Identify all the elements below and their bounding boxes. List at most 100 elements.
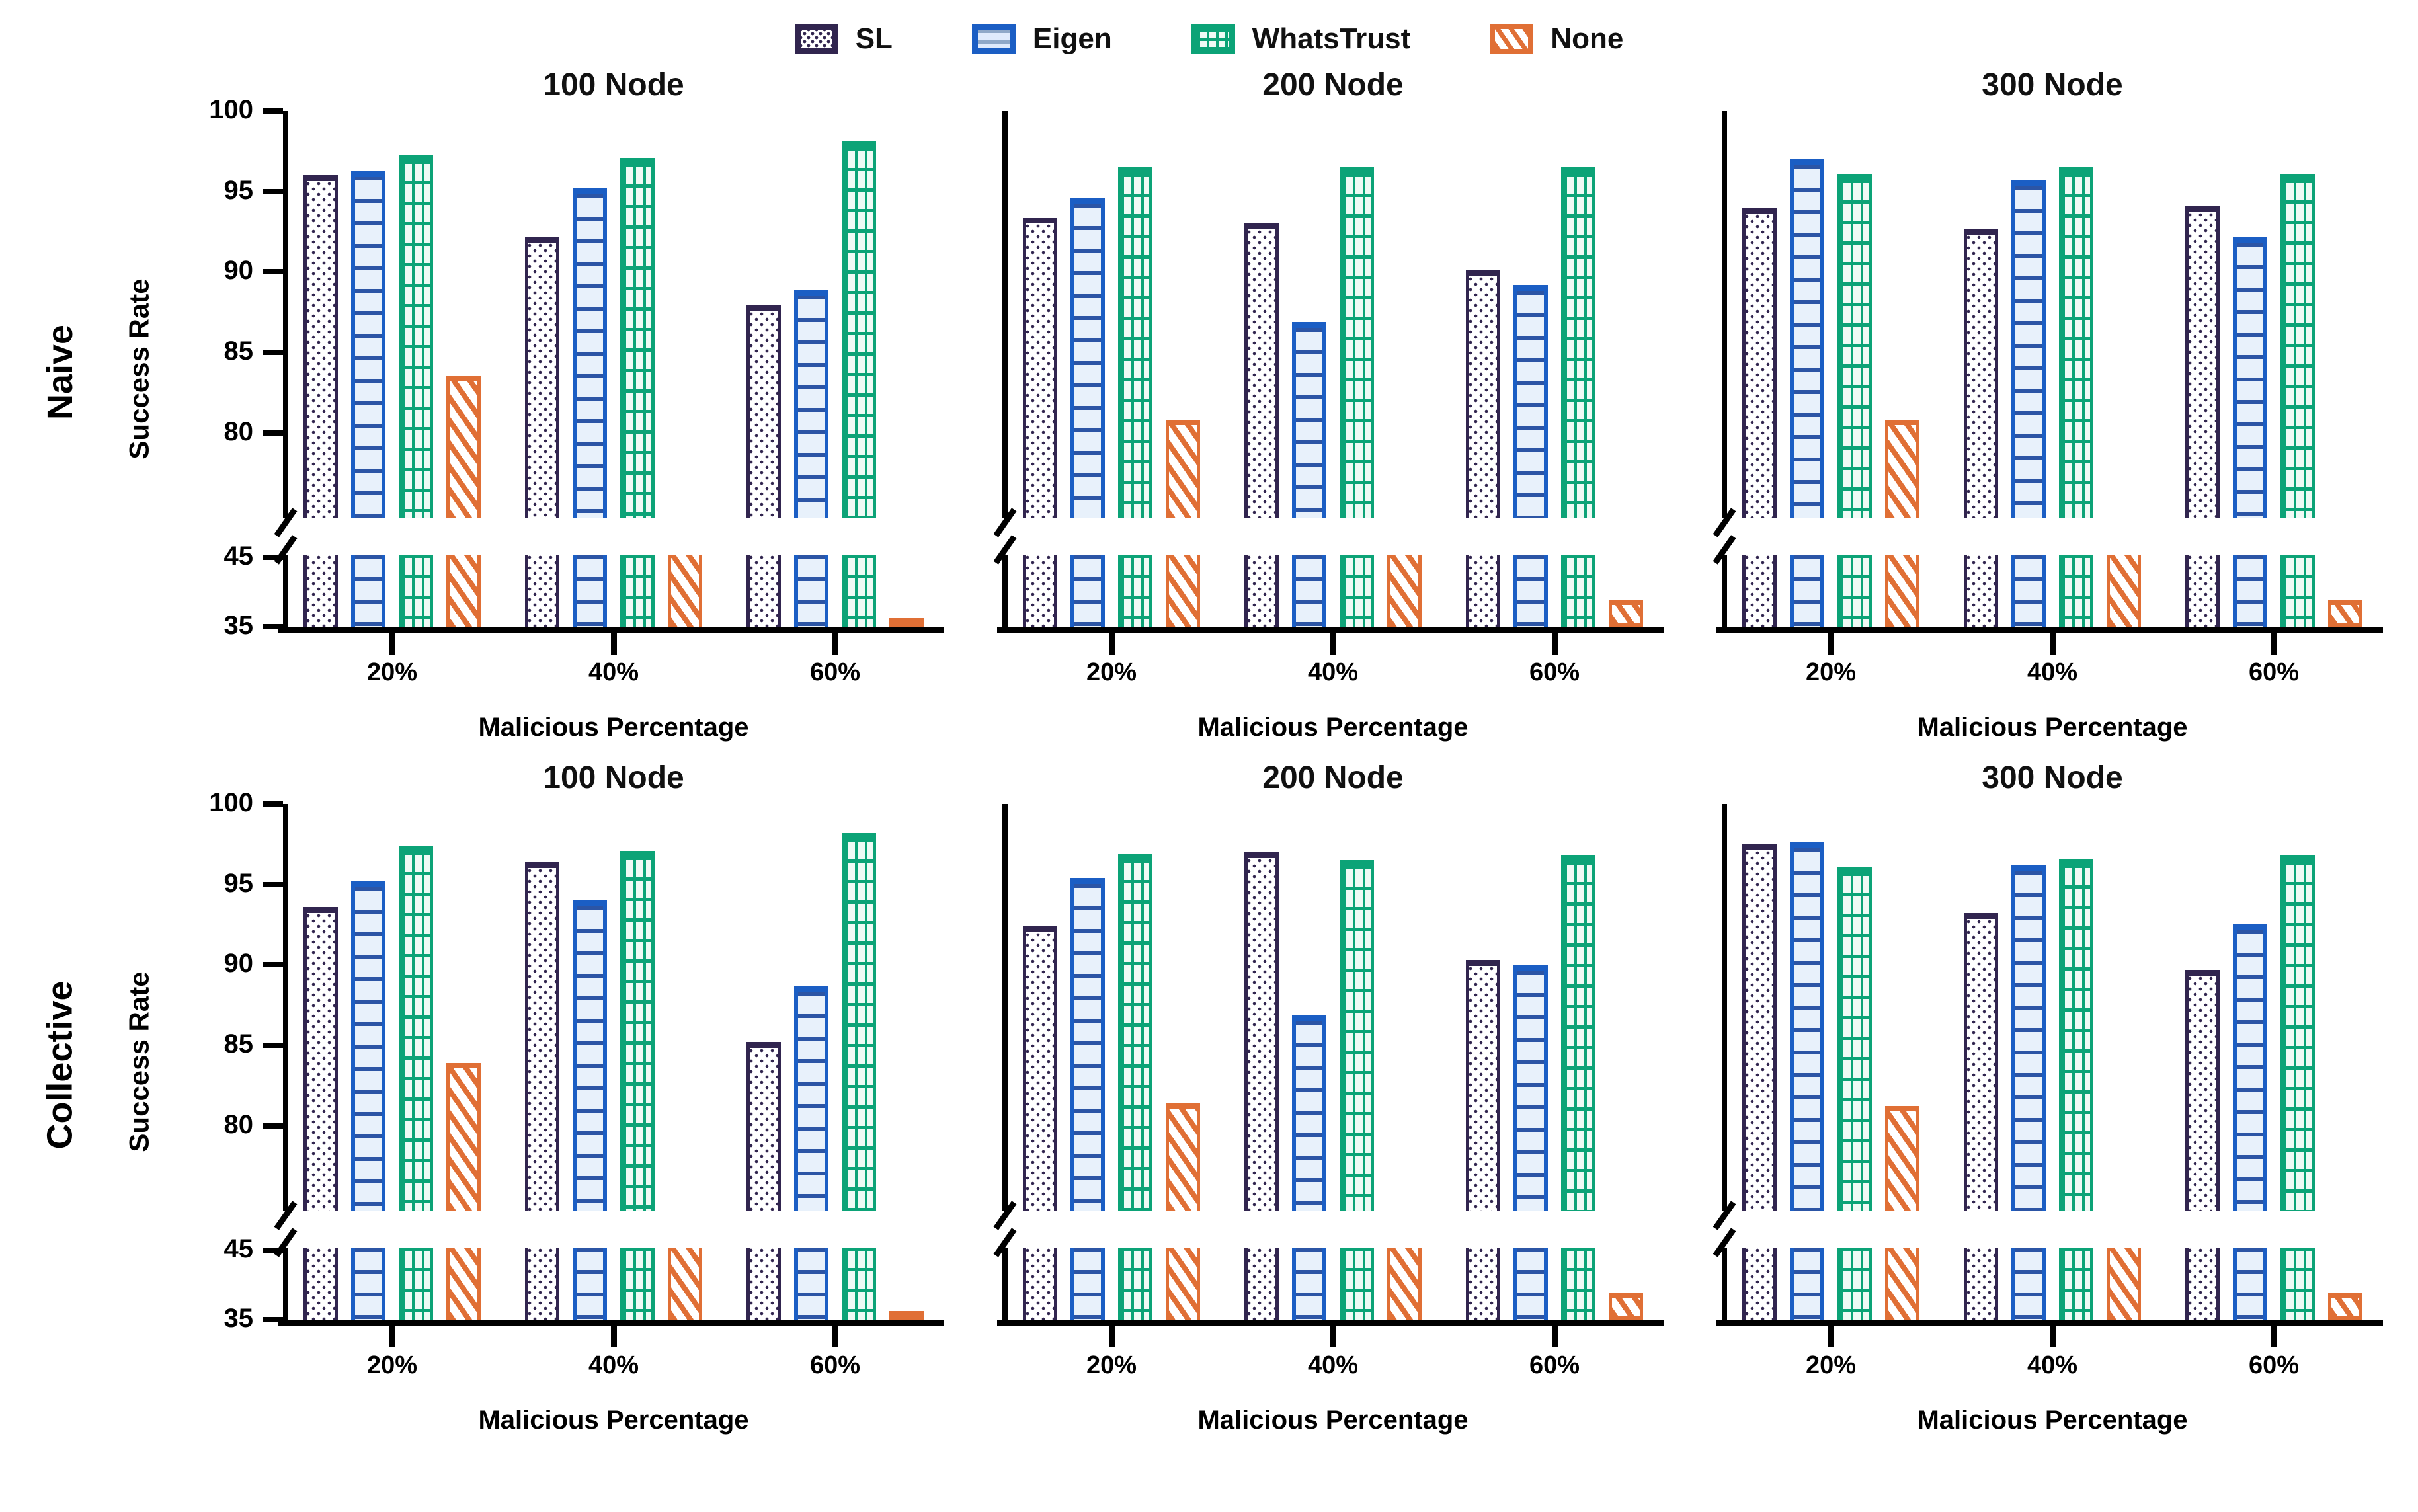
bar-none-60pct (889, 1311, 924, 1320)
y-tick-100 (263, 108, 283, 114)
x-tick-label-40pct: 40% (1307, 658, 1359, 686)
bar-none-60pct (2328, 600, 2362, 627)
bar-eigen-20pct-upper (351, 881, 385, 1211)
chart-panel-naive-200-node: 200 Node 20% 40% 60% Malicious Percentage (993, 65, 1664, 752)
bar-eigen-40pct-lower (1292, 1248, 1326, 1320)
lower-axis-segment: 45 35 (224, 1228, 944, 1333)
bar-whatstrust-20pct-upper (1118, 854, 1152, 1211)
bar-sl-40pct-upper (1244, 852, 1279, 1211)
y-tick-label-80: 80 (223, 1109, 254, 1139)
bar-whatstrust-40pct-upper (1340, 860, 1374, 1211)
x-tick-40pct (2050, 633, 2056, 655)
bar-sl-60pct-lower (2185, 555, 2220, 627)
x-tick-label-40pct: 40% (588, 1351, 639, 1379)
x-tick-label-60pct: 60% (809, 1351, 861, 1379)
bar-eigen-60pct-lower (2233, 555, 2267, 627)
chart-panel-collective-300-node: 300 Node 20% 40% 60% Malicious Percentage (1713, 758, 2383, 1445)
bar-whatstrust-40pct-upper (2059, 858, 2093, 1211)
y-tick-label-80: 80 (223, 417, 254, 446)
none-pattern-swatch-icon (1490, 24, 1534, 54)
panel-title-200-node: 200 Node (1262, 67, 1404, 102)
bar-sl-60pct-lower (1466, 1248, 1500, 1320)
y-tick-label-95: 95 (223, 868, 254, 898)
bar-eigen-60pct-upper (1513, 284, 1548, 518)
y-axis-spine-upper (1002, 111, 1008, 518)
bar-sl-60pct-lower (746, 1248, 781, 1320)
bar-whatstrust-20pct-upper (1118, 167, 1152, 518)
bar-sl-20pct-lower (1023, 555, 1057, 627)
bar-whatstrust-20pct-upper (1837, 866, 1872, 1211)
lower-axis-segment (1713, 535, 2383, 627)
plot-area (1713, 111, 2383, 627)
bar-none-20pct-upper (1885, 1106, 1919, 1211)
bar-sl-60pct-lower (746, 555, 781, 627)
x-tick-label-20pct: 20% (366, 658, 418, 686)
bar-whatstrust-20pct-lower (399, 555, 433, 627)
bar-eigen-40pct-upper (1292, 1014, 1326, 1211)
legend-item-eigen: Eigen (971, 22, 1112, 56)
x-axis-title: Malicious Percentage (478, 713, 749, 742)
bar-whatstrust-40pct-lower (2059, 555, 2093, 627)
bar-eigen-20pct-upper (1790, 159, 1824, 518)
upper-axis-segment (1713, 804, 2383, 1230)
bar-none-20pct-upper (446, 376, 481, 518)
x-axis-title: Malicious Percentage (1917, 1406, 2188, 1435)
bar-whatstrust-60pct-lower (842, 555, 876, 627)
y-tick-label-100: 100 (209, 788, 253, 817)
bar-eigen-60pct-upper (2233, 236, 2267, 518)
y-axis-spine-lower (1002, 1248, 1008, 1320)
bar-none-20pct-upper (1885, 420, 1919, 518)
bar-eigen-40pct-lower (2011, 1248, 2046, 1320)
bar-eigen-20pct-lower (351, 555, 385, 627)
plot-area: 100 95 90 85 80 45 35 Success Rate (124, 788, 944, 1333)
y-axis-spine-upper (283, 111, 288, 518)
x-tick-label-20pct: 20% (1086, 1351, 1137, 1379)
legend-label-sl: SL (855, 22, 893, 55)
bar-whatstrust-20pct-lower (1118, 555, 1152, 627)
chart-panel-collective-100-node: 100 Node 100 95 90 85 80 45 35 Success Rate 20% 40… (124, 758, 944, 1445)
panel-title-300-node: 300 Node (1982, 67, 2123, 102)
bar-none-60pct (2328, 1293, 2362, 1320)
bar-eigen-60pct-lower (1513, 555, 1548, 627)
y-axis-spine-upper (283, 804, 288, 1211)
x-tick-label-60pct: 60% (1529, 1351, 1580, 1379)
bar-whatstrust-60pct-upper (1561, 855, 1595, 1211)
bar-whatstrust-40pct-upper (2059, 167, 2093, 518)
legend-item-sl: SL (794, 22, 893, 56)
x-tick-40pct (2050, 1326, 2056, 1347)
bar-sl-20pct-lower (1742, 555, 1777, 627)
upper-axis-segment: 100 95 90 85 80 (209, 95, 944, 537)
bar-none-20pct-lower (1885, 1248, 1919, 1320)
y-axis-spine-upper (1722, 111, 1727, 518)
legend-item-none: None (1490, 22, 1623, 56)
y-axis-spine-upper (1002, 804, 1008, 1211)
x-axis-baseline (278, 627, 944, 633)
chart-row-naive: Naive 100 Node 100 95 90 85 80 45 35 Success Rate… (4, 65, 2418, 752)
bar-none-20pct-lower (1166, 555, 1200, 627)
bar-whatstrust-60pct-lower (2280, 1248, 2315, 1320)
x-tick-label-60pct: 60% (809, 658, 861, 686)
x-tick-20pct (1828, 633, 1834, 655)
bar-none-40pct-lower (2107, 1248, 2141, 1320)
legend-label-whatstrust: WhatsTrust (1252, 22, 1411, 55)
y-tick-label-45: 45 (223, 541, 254, 571)
x-tick-40pct (611, 633, 617, 655)
bar-whatstrust-40pct-lower (1340, 555, 1374, 627)
bar-none-60pct (1609, 600, 1643, 627)
y-tick-label-35: 35 (223, 1304, 254, 1333)
bar-whatstrust-60pct-upper (2280, 855, 2315, 1211)
bar-eigen-60pct-lower (2233, 1248, 2267, 1320)
x-tick-40pct (1330, 1326, 1336, 1347)
bar-none-20pct-upper (446, 1062, 481, 1211)
panel-title-100-node: 100 Node (543, 760, 684, 795)
bar-whatstrust-60pct-lower (1561, 1248, 1595, 1320)
bar-whatstrust-40pct-upper (620, 850, 655, 1211)
sl-pattern-swatch-icon (794, 24, 838, 54)
bar-sl-20pct-lower (303, 1248, 338, 1320)
x-tick-label-60pct: 60% (2248, 1351, 2300, 1379)
bar-eigen-40pct-lower (573, 555, 607, 627)
y-tick-45 (263, 1248, 283, 1253)
bar-whatstrust-40pct-lower (620, 1248, 655, 1320)
x-axis-title: Malicious Percentage (478, 1406, 749, 1435)
x-axis-baseline (997, 1320, 1664, 1326)
